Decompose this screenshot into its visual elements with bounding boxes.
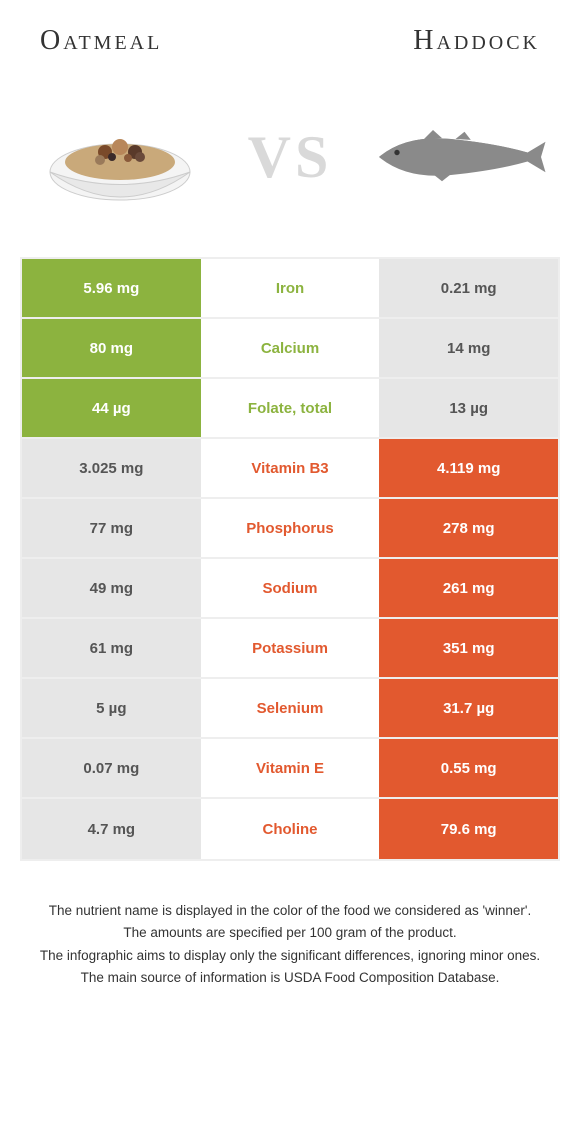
footer-notes: The nutrient name is displayed in the co… <box>0 861 580 1010</box>
haddock-image <box>370 97 550 217</box>
footer-line: The main source of information is USDA F… <box>30 968 550 988</box>
footer-line: The amounts are specified per 100 gram o… <box>30 923 550 943</box>
left-value: 80 mg <box>22 319 201 377</box>
nutrient-name: Vitamin E <box>201 739 380 797</box>
nutrient-name: Sodium <box>201 559 380 617</box>
left-value: 5.96 mg <box>22 259 201 317</box>
left-value: 0.07 mg <box>22 739 201 797</box>
right-value: 79.6 mg <box>379 799 558 859</box>
left-value: 77 mg <box>22 499 201 557</box>
vs-row: VS <box>0 72 580 257</box>
right-value: 0.21 mg <box>379 259 558 317</box>
oatmeal-image <box>30 97 210 217</box>
nutrient-name: Choline <box>201 799 380 859</box>
nutrient-name: Selenium <box>201 679 380 737</box>
food-title-left: Oatmeal <box>40 25 162 57</box>
nutrient-name: Potassium <box>201 619 380 677</box>
table-row: 3.025 mgVitamin B34.119 mg <box>22 439 558 499</box>
left-value: 61 mg <box>22 619 201 677</box>
left-value: 44 µg <box>22 379 201 437</box>
right-value: 4.119 mg <box>379 439 558 497</box>
right-value: 261 mg <box>379 559 558 617</box>
table-row: 4.7 mgCholine79.6 mg <box>22 799 558 859</box>
table-row: 5.96 mgIron0.21 mg <box>22 259 558 319</box>
table-row: 80 mgCalcium14 mg <box>22 319 558 379</box>
right-value: 14 mg <box>379 319 558 377</box>
nutrient-name: Vitamin B3 <box>201 439 380 497</box>
left-value: 5 µg <box>22 679 201 737</box>
header: Oatmeal Haddock <box>0 0 580 72</box>
comparison-table: 5.96 mgIron0.21 mg80 mgCalcium14 mg44 µg… <box>20 257 560 861</box>
table-row: 61 mgPotassium351 mg <box>22 619 558 679</box>
left-value: 4.7 mg <box>22 799 201 859</box>
footer-line: The nutrient name is displayed in the co… <box>30 901 550 921</box>
table-row: 77 mgPhosphorus278 mg <box>22 499 558 559</box>
nutrient-name: Phosphorus <box>201 499 380 557</box>
table-row: 44 µgFolate, total13 µg <box>22 379 558 439</box>
table-row: 5 µgSelenium31.7 µg <box>22 679 558 739</box>
vs-label: VS <box>248 123 333 192</box>
nutrient-name: Iron <box>201 259 380 317</box>
left-value: 3.025 mg <box>22 439 201 497</box>
footer-line: The infographic aims to display only the… <box>30 946 550 966</box>
right-value: 31.7 µg <box>379 679 558 737</box>
nutrient-name: Folate, total <box>201 379 380 437</box>
right-value: 351 mg <box>379 619 558 677</box>
right-value: 13 µg <box>379 379 558 437</box>
nutrient-name: Calcium <box>201 319 380 377</box>
right-value: 0.55 mg <box>379 739 558 797</box>
left-value: 49 mg <box>22 559 201 617</box>
right-value: 278 mg <box>379 499 558 557</box>
table-row: 0.07 mgVitamin E0.55 mg <box>22 739 558 799</box>
table-row: 49 mgSodium261 mg <box>22 559 558 619</box>
food-title-right: Haddock <box>413 25 540 57</box>
